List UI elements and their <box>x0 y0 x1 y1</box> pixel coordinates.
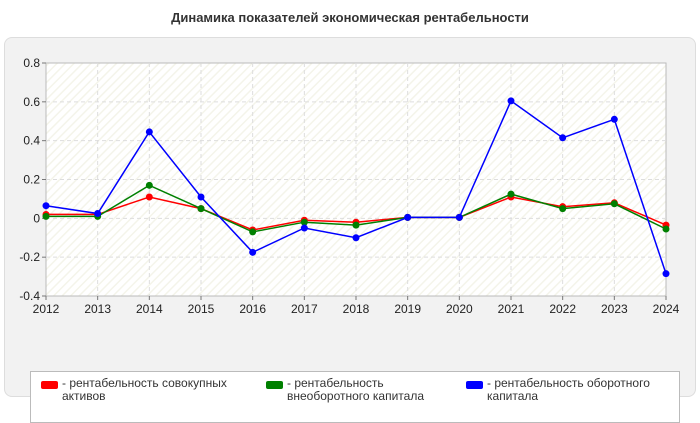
data-point-1 <box>42 212 50 220</box>
y-tick-label: 0 <box>33 211 40 225</box>
data-point-2 <box>662 270 670 278</box>
data-point-2 <box>610 115 618 123</box>
data-point-2 <box>94 209 102 217</box>
x-tick-label: 2019 <box>394 302 421 316</box>
data-point-2 <box>197 193 205 201</box>
y-tick-label: 0.4 <box>23 134 40 148</box>
data-point-1 <box>507 190 515 198</box>
data-point-2 <box>559 134 567 142</box>
y-tick-label: 0.6 <box>23 95 40 109</box>
legend-swatch-blue <box>466 381 483 389</box>
x-tick-label: 2017 <box>291 302 318 316</box>
x-tick-label: 2014 <box>136 302 163 316</box>
data-point-2 <box>352 234 360 242</box>
data-point-1 <box>610 200 618 208</box>
x-tick-label: 2018 <box>343 302 370 316</box>
legend-label: - рентабельность оборотного капитала <box>487 376 650 403</box>
data-point-1 <box>559 205 567 213</box>
data-point-1 <box>662 225 670 233</box>
legend-swatch-red <box>41 381 58 389</box>
data-point-2 <box>249 248 257 256</box>
data-point-2 <box>42 202 50 210</box>
x-tick-label: 2022 <box>549 302 576 316</box>
x-tick-label: 2020 <box>446 302 473 316</box>
series <box>42 97 670 278</box>
data-point-2 <box>507 97 515 105</box>
y-tick-label: 0.2 <box>23 173 40 187</box>
x-tick-label: 2024 <box>653 302 680 316</box>
data-point-1 <box>300 218 308 226</box>
x-tick-label: 2023 <box>601 302 628 316</box>
data-point-1 <box>197 205 205 213</box>
legend: - рентабельность совокупных активов - ре… <box>30 371 680 423</box>
data-point-0 <box>145 193 153 201</box>
data-point-2 <box>300 224 308 232</box>
x-tick-label: 2015 <box>188 302 215 316</box>
data-point-1 <box>145 181 153 189</box>
legend-label: - рентабельность совокупных активов <box>62 376 227 403</box>
x-tick-label: 2021 <box>498 302 525 316</box>
data-point-2 <box>145 128 153 136</box>
data-point-1 <box>352 221 360 229</box>
y-tick-label: -0.2 <box>19 250 40 264</box>
y-tick-label: -0.4 <box>19 289 40 303</box>
data-point-2 <box>404 213 412 221</box>
data-point-1 <box>249 228 257 236</box>
x-tick-label: 2012 <box>33 302 60 316</box>
x-tick-label: 2013 <box>84 302 111 316</box>
chart-panel: 0.8 0.6 0.4 0.2 0 -0.2 -0.4 2012 2013 2014 2015 201… <box>4 37 696 423</box>
legend-swatch-green <box>266 381 283 389</box>
y-tick-label: 0.8 <box>23 56 40 70</box>
legend-label: - рентабельность внеоборотного капитала <box>287 376 424 403</box>
x-tick-label: 2016 <box>239 302 266 316</box>
data-point-2 <box>455 213 463 221</box>
chart-title: Динамика показателей экономическая рента… <box>171 10 529 25</box>
